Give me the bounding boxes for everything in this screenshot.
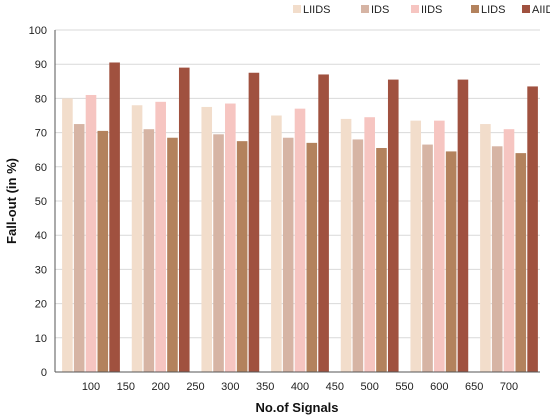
x-tick-label: 650	[465, 381, 483, 393]
bar-aiids-400	[318, 74, 329, 373]
x-axis-title: No.of Signals	[255, 400, 338, 415]
x-tick-label: 250	[186, 381, 204, 393]
bar-liids-100	[62, 98, 73, 373]
x-tick-label: 700	[500, 381, 518, 393]
x-tick-label: 100	[82, 381, 100, 393]
bar-liids-400	[271, 115, 282, 372]
legend-swatch-aiids	[522, 5, 530, 13]
bar-iids-700	[503, 129, 515, 372]
y-tick-label: 60	[35, 162, 47, 174]
y-tick-labels: 0 10 20 30 40 50 60 70 80 90 100	[29, 25, 47, 379]
bar-ids-300	[213, 134, 224, 372]
y-tick-label: 0	[41, 367, 47, 379]
y-tick-label: 100	[29, 25, 47, 37]
legend: LIIDS IDS IIDS LIDS AIIDS	[293, 4, 550, 16]
bar-liids-200	[131, 105, 143, 373]
bar-ids-500	[352, 139, 364, 372]
bar-aiids-600	[457, 79, 469, 372]
bar-iids-200	[155, 101, 166, 372]
legend-swatch-lids	[471, 5, 479, 13]
x-tick-label: 450	[326, 381, 344, 393]
legend-swatch-ids	[361, 5, 369, 13]
legend-label-lids: LIDS	[481, 4, 505, 16]
x-tick-label: 300	[221, 381, 239, 393]
bar-ids-400	[282, 137, 294, 372]
x-tick-label: 500	[360, 381, 378, 393]
bar-liids-700	[480, 124, 491, 372]
bar-aiids-300	[248, 72, 260, 372]
bar-liids-300	[201, 106, 213, 372]
legend-label-ids: IDS	[371, 4, 389, 16]
x-tick-label: 150	[117, 381, 135, 393]
x-tick-label: 400	[291, 381, 309, 393]
legend-swatch-iids	[411, 5, 419, 13]
bar-aiids-500	[387, 79, 399, 372]
x-tick-label: 600	[430, 381, 448, 393]
bar-iids-600	[434, 120, 445, 372]
bar-aiids-200	[178, 67, 190, 373]
y-axis-title: Fall-out (in %)	[4, 158, 19, 244]
bar-iids-300	[225, 103, 236, 372]
bar-ids-100	[73, 124, 85, 372]
bar-lids-100	[97, 130, 109, 372]
bar-iids-100	[85, 94, 97, 372]
x-tick-label: 550	[395, 381, 413, 393]
y-tick-label: 10	[35, 333, 47, 345]
bar-liids-600	[410, 120, 422, 372]
bar-lids-600	[445, 151, 457, 372]
bars	[62, 62, 538, 373]
legend-label-aiids: AIIDS	[532, 4, 550, 16]
bar-lids-200	[167, 137, 178, 372]
bar-ids-700	[491, 146, 503, 372]
bar-lids-300	[236, 141, 248, 372]
bar-aiids-100	[109, 62, 120, 373]
y-tick-label: 20	[35, 299, 47, 311]
bar-liids-500	[340, 118, 352, 372]
bar-ids-200	[143, 129, 155, 372]
legend-label-iids: IIDS	[421, 4, 442, 16]
y-tick-label: 40	[35, 230, 47, 242]
bar-lids-500	[376, 147, 387, 372]
bar-aiids-700	[527, 86, 538, 373]
y-tick-label: 80	[35, 93, 47, 105]
bar-lids-700	[515, 153, 527, 372]
y-tick-label: 70	[35, 128, 47, 140]
legend-swatch-liids	[293, 5, 301, 13]
bar-iids-500	[364, 117, 375, 373]
y-tick-label: 90	[35, 59, 47, 71]
bar-ids-600	[422, 144, 433, 372]
x-tick-labels: 100 150 200 250 300 350 400 450 500 550 600 650 700	[82, 381, 518, 393]
x-tick-label: 200	[151, 381, 169, 393]
y-tick-label: 50	[35, 196, 47, 208]
bar-iids-400	[294, 108, 306, 372]
y-tick-label: 30	[35, 264, 47, 276]
x-tick-label: 350	[256, 381, 274, 393]
legend-label-liids: LIIDS	[303, 4, 331, 16]
bar-lids-400	[306, 142, 318, 372]
axes	[54, 30, 540, 373]
